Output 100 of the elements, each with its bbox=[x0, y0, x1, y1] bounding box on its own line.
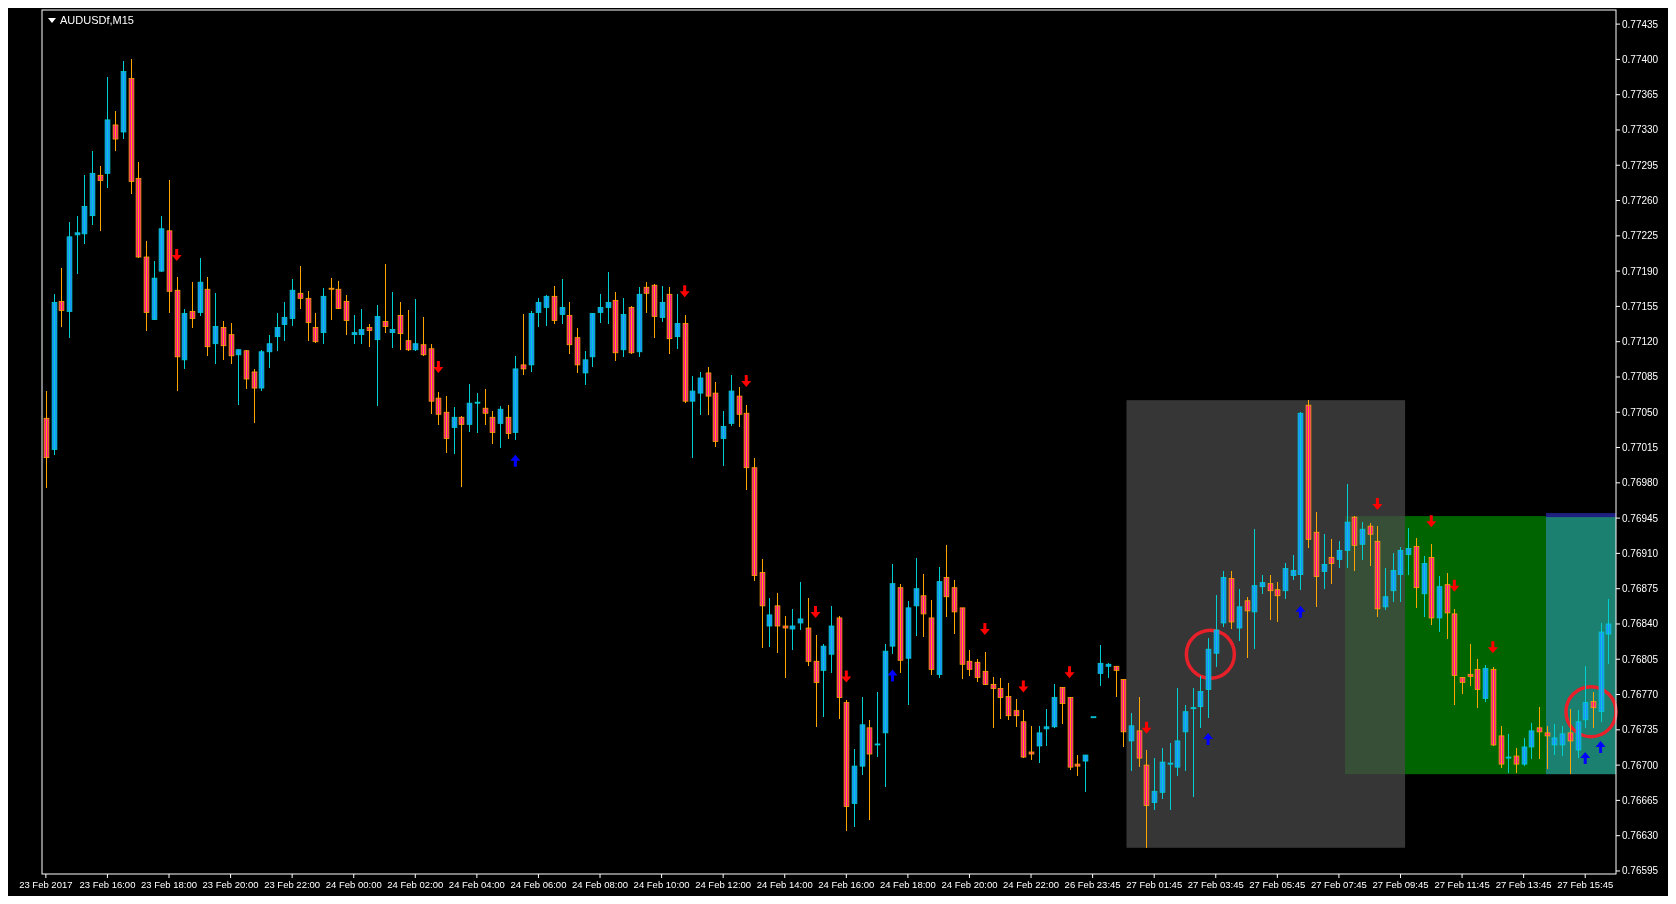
candlestick bbox=[482, 388, 489, 426]
y-tick-label: 0.77365 bbox=[1622, 89, 1659, 101]
candlestick bbox=[666, 286, 673, 355]
candlestick bbox=[1536, 706, 1543, 760]
candlestick bbox=[1413, 537, 1420, 609]
candlestick bbox=[405, 309, 412, 352]
x-tick-label: 23 Feb 16:00 bbox=[79, 879, 136, 890]
x-tick-label: 24 Feb 18:00 bbox=[879, 879, 936, 890]
y-tick-label: 0.76945 bbox=[1622, 512, 1659, 524]
candlestick bbox=[789, 608, 796, 651]
candlestick bbox=[1113, 665, 1120, 698]
candlestick bbox=[1428, 543, 1435, 626]
candlestick bbox=[1128, 712, 1135, 772]
candlestick bbox=[866, 719, 873, 821]
candlestick bbox=[389, 291, 396, 349]
candlestick bbox=[489, 410, 496, 445]
x-tick-label: 27 Feb 09:45 bbox=[1372, 879, 1429, 890]
candlestick bbox=[189, 281, 196, 329]
candlestick bbox=[936, 565, 943, 680]
y-tick-label: 0.77330 bbox=[1622, 124, 1659, 136]
x-tick-label: 24 Feb 00:00 bbox=[325, 879, 382, 890]
candlestick bbox=[320, 287, 327, 345]
x-tick-label: 27 Feb 07:45 bbox=[1310, 879, 1367, 890]
candlestick bbox=[1436, 574, 1443, 633]
candlestick bbox=[1482, 664, 1489, 703]
candlestick bbox=[520, 313, 527, 376]
candlestick bbox=[451, 406, 458, 455]
candlestick bbox=[366, 322, 373, 348]
candlestick bbox=[120, 60, 127, 140]
candlestick bbox=[897, 583, 904, 674]
y-tick-label: 0.76805 bbox=[1622, 653, 1659, 665]
candlestick bbox=[628, 305, 635, 355]
candlestick bbox=[551, 285, 558, 325]
y-tick-label: 0.76770 bbox=[1622, 689, 1659, 701]
candlestick bbox=[1143, 749, 1150, 849]
candlestick bbox=[1136, 695, 1143, 768]
candlestick bbox=[874, 690, 881, 758]
candlestick bbox=[112, 110, 119, 152]
x-tick-label: 24 Feb 16:00 bbox=[818, 879, 875, 890]
y-tick-label: 0.76700 bbox=[1622, 759, 1659, 771]
candlestick bbox=[97, 165, 104, 232]
candlestick bbox=[1220, 569, 1227, 628]
candlestick bbox=[882, 643, 889, 788]
y-tick-label: 0.76735 bbox=[1622, 724, 1659, 736]
y-tick-label: 0.77435 bbox=[1622, 18, 1659, 30]
x-tick-label: 24 Feb 22:00 bbox=[1003, 879, 1060, 890]
x-tick-label: 24 Feb 20:00 bbox=[941, 879, 998, 890]
candlestick bbox=[1505, 733, 1512, 774]
candlestick bbox=[659, 285, 666, 323]
candlestick bbox=[589, 312, 596, 368]
y-tick-label: 0.76630 bbox=[1622, 830, 1659, 842]
y-tick-label: 0.76875 bbox=[1622, 583, 1659, 595]
candlestick bbox=[1513, 747, 1520, 774]
x-tick-label: 24 Feb 02:00 bbox=[387, 879, 444, 890]
y-tick-label: 0.76840 bbox=[1622, 618, 1659, 630]
y-tick-label: 0.77190 bbox=[1622, 265, 1659, 277]
x-tick-label: 26 Feb 23:45 bbox=[1064, 879, 1121, 890]
candlestick bbox=[181, 308, 188, 370]
x-tick-label: 27 Feb 01:45 bbox=[1126, 879, 1183, 890]
x-tick-label: 24 Feb 06:00 bbox=[510, 879, 567, 890]
candlestick bbox=[1036, 725, 1043, 764]
candlestick bbox=[1544, 725, 1551, 770]
candlestick bbox=[682, 314, 689, 404]
candlestick bbox=[797, 581, 804, 631]
candlestick bbox=[928, 599, 935, 676]
y-tick-label: 0.77295 bbox=[1622, 159, 1659, 171]
candlestick bbox=[374, 304, 381, 407]
candlestick bbox=[158, 215, 165, 273]
y-tick-label: 0.77225 bbox=[1622, 230, 1659, 242]
x-tick-label: 23 Feb 22:00 bbox=[264, 879, 321, 890]
candlestick bbox=[1582, 665, 1589, 729]
candlestick bbox=[1197, 675, 1204, 729]
y-tick-label: 0.77015 bbox=[1622, 442, 1659, 454]
y-tick-label: 0.77155 bbox=[1622, 300, 1659, 312]
candlestick bbox=[836, 615, 843, 720]
candlestick bbox=[636, 286, 643, 358]
candlestick bbox=[1120, 678, 1127, 748]
y-tick-label: 0.76980 bbox=[1622, 477, 1659, 489]
x-tick-label: 24 Feb 12:00 bbox=[695, 879, 752, 890]
candlestick bbox=[274, 312, 281, 352]
candlestick bbox=[458, 415, 465, 488]
chart-title: AUDUSDf,M15 bbox=[60, 14, 134, 26]
candlestick bbox=[612, 291, 619, 362]
candlestick bbox=[620, 297, 627, 358]
x-tick-label: 23 Feb 20:00 bbox=[202, 879, 259, 890]
candlestick bbox=[51, 293, 58, 456]
x-tick-label: 27 Feb 15:45 bbox=[1557, 879, 1614, 890]
candlestick bbox=[913, 557, 920, 637]
x-tick-label: 24 Feb 10:00 bbox=[633, 879, 690, 890]
candlestick bbox=[1567, 708, 1574, 775]
candlestick bbox=[1244, 596, 1251, 659]
y-tick-label: 0.76595 bbox=[1622, 865, 1659, 877]
candlestick bbox=[1236, 588, 1243, 642]
candlestick bbox=[1374, 525, 1381, 618]
candlestick bbox=[505, 404, 512, 441]
candlestick bbox=[212, 292, 219, 365]
candlestick bbox=[1351, 515, 1358, 572]
x-tick-label: 23 Feb 2017 bbox=[19, 879, 73, 890]
candlestick bbox=[1082, 754, 1089, 793]
candlestick bbox=[720, 410, 727, 467]
